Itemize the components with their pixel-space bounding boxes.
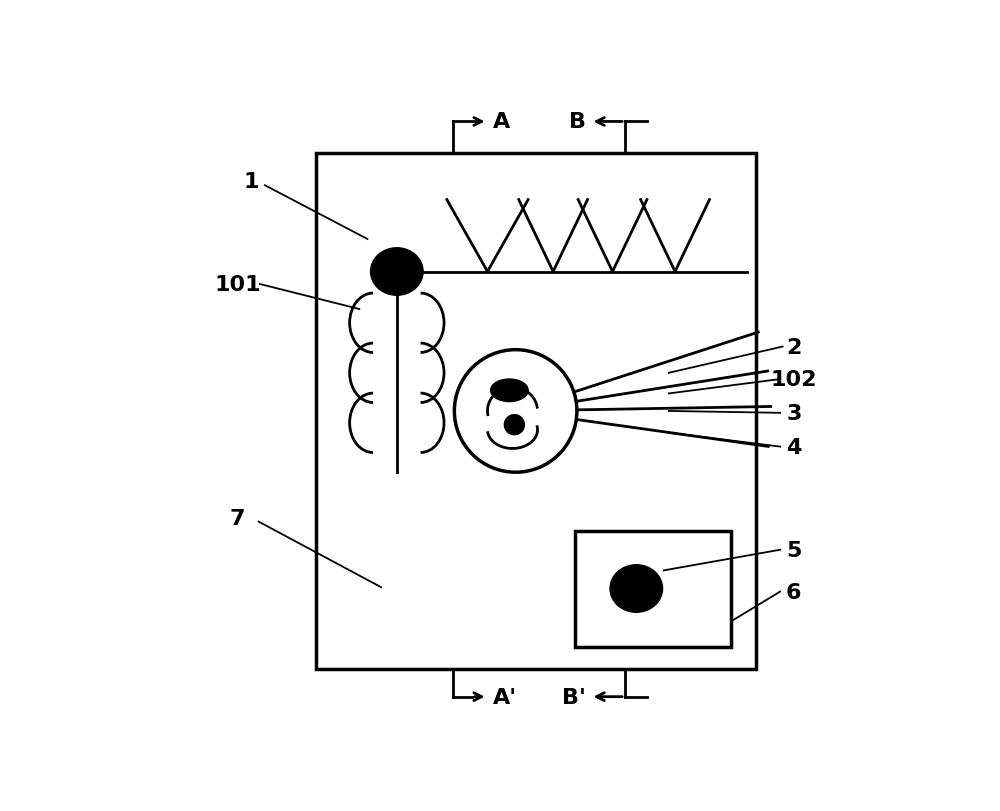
Text: 6: 6 [786, 582, 802, 602]
Text: 3: 3 [786, 403, 802, 423]
Ellipse shape [371, 248, 423, 296]
Ellipse shape [610, 565, 663, 612]
Text: 102: 102 [771, 370, 817, 389]
Text: 2: 2 [786, 337, 802, 357]
Text: A': A' [492, 687, 517, 707]
Ellipse shape [491, 380, 528, 402]
Text: 1: 1 [243, 172, 259, 191]
Text: B: B [569, 112, 586, 132]
Text: A: A [492, 112, 510, 132]
Bar [316, 153, 756, 669]
Text: 101: 101 [214, 275, 261, 294]
Text: 4: 4 [786, 437, 802, 457]
Bar [575, 531, 731, 647]
Ellipse shape [504, 415, 524, 436]
Text: B': B' [562, 687, 586, 707]
Text: 7: 7 [230, 508, 245, 529]
Text: 5: 5 [786, 540, 802, 560]
